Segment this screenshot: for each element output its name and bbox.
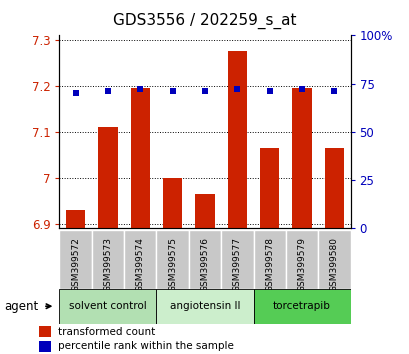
Text: agent: agent (4, 300, 38, 313)
Bar (66, 210, 85, 228)
Bar (253, 289, 350, 324)
Text: GSM399577: GSM399577 (232, 237, 241, 292)
Bar (156, 230, 189, 289)
Text: transformed count: transformed count (58, 327, 155, 337)
Bar (92, 230, 124, 289)
Bar (292, 88, 311, 228)
Bar (285, 230, 317, 289)
Bar (253, 230, 285, 289)
Bar (227, 51, 247, 228)
Bar (130, 88, 150, 228)
Bar (124, 230, 156, 289)
Bar (324, 148, 343, 228)
Bar (39, 326, 51, 337)
Bar (189, 230, 220, 289)
Bar (59, 230, 92, 289)
Bar (220, 230, 253, 289)
Text: GSM399578: GSM399578 (265, 237, 274, 292)
Text: angiotensin II: angiotensin II (169, 301, 240, 311)
Text: percentile rank within the sample: percentile rank within the sample (58, 341, 234, 351)
Text: GSM399575: GSM399575 (168, 237, 177, 292)
Text: GSM399574: GSM399574 (135, 237, 144, 292)
Text: GSM399580: GSM399580 (329, 237, 338, 292)
Text: torcetrapib: torcetrapib (272, 301, 330, 311)
Bar (162, 178, 182, 228)
Text: GSM399572: GSM399572 (71, 237, 80, 292)
Text: GSM399576: GSM399576 (200, 237, 209, 292)
Bar (317, 230, 350, 289)
Bar (156, 289, 253, 324)
Text: GDS3556 / 202259_s_at: GDS3556 / 202259_s_at (113, 12, 296, 29)
Bar (195, 194, 214, 228)
Text: GSM399573: GSM399573 (103, 237, 112, 292)
Bar (259, 148, 279, 228)
Bar (59, 289, 156, 324)
Bar (98, 127, 117, 228)
Text: solvent control: solvent control (69, 301, 146, 311)
Bar (39, 341, 51, 352)
Text: GSM399579: GSM399579 (297, 237, 306, 292)
